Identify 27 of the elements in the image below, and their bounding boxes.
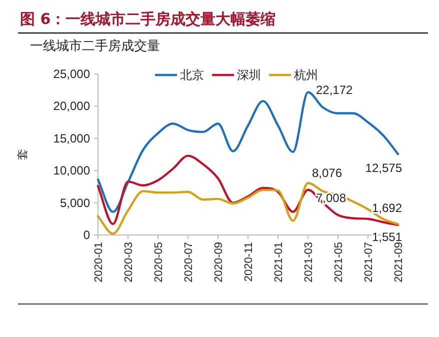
x-tick-label: 2020-11 (243, 242, 255, 282)
annotation: 12,575 (365, 161, 402, 176)
y-tick-label: 5,000 (60, 196, 90, 210)
x-tick-label: 2021-09 (393, 242, 405, 282)
y-tick-label: 15,000 (53, 131, 90, 146)
annotation: 1,692 (372, 201, 402, 216)
chart-subtitle: 一线城市二手房成交量 (30, 38, 160, 54)
y-tick-label: 25,000 (53, 67, 90, 81)
legend-label: 北京 (180, 68, 204, 82)
y-tick-label: 20,000 (53, 99, 90, 114)
x-tick-label: 2020-05 (153, 242, 165, 282)
annotation: 22,172 (316, 83, 354, 98)
x-tick-label: 2021-01 (273, 242, 285, 282)
annotation: 8,076 (312, 166, 342, 180)
x-tick-label: 2020-09 (213, 242, 225, 282)
y-tick-label: 0 (83, 228, 90, 242)
x-tick-label: 2020-03 (123, 242, 135, 282)
chart-title: 图 6：一线城市二手房成交量大幅萎缩 (20, 10, 276, 28)
x-tick-label: 2021-05 (333, 242, 345, 282)
x-tick-label: 2020-01 (93, 242, 105, 282)
y-axis-title: 套 (16, 149, 29, 160)
y-tick-label: 10,000 (53, 164, 90, 178)
legend-label: 深圳 (237, 68, 261, 82)
x-tick-label: 2020-07 (183, 242, 195, 282)
x-tick-label: 2021-07 (363, 242, 375, 282)
legend-label: 杭州 (293, 68, 318, 82)
x-tick-label: 2021-03 (303, 242, 315, 282)
